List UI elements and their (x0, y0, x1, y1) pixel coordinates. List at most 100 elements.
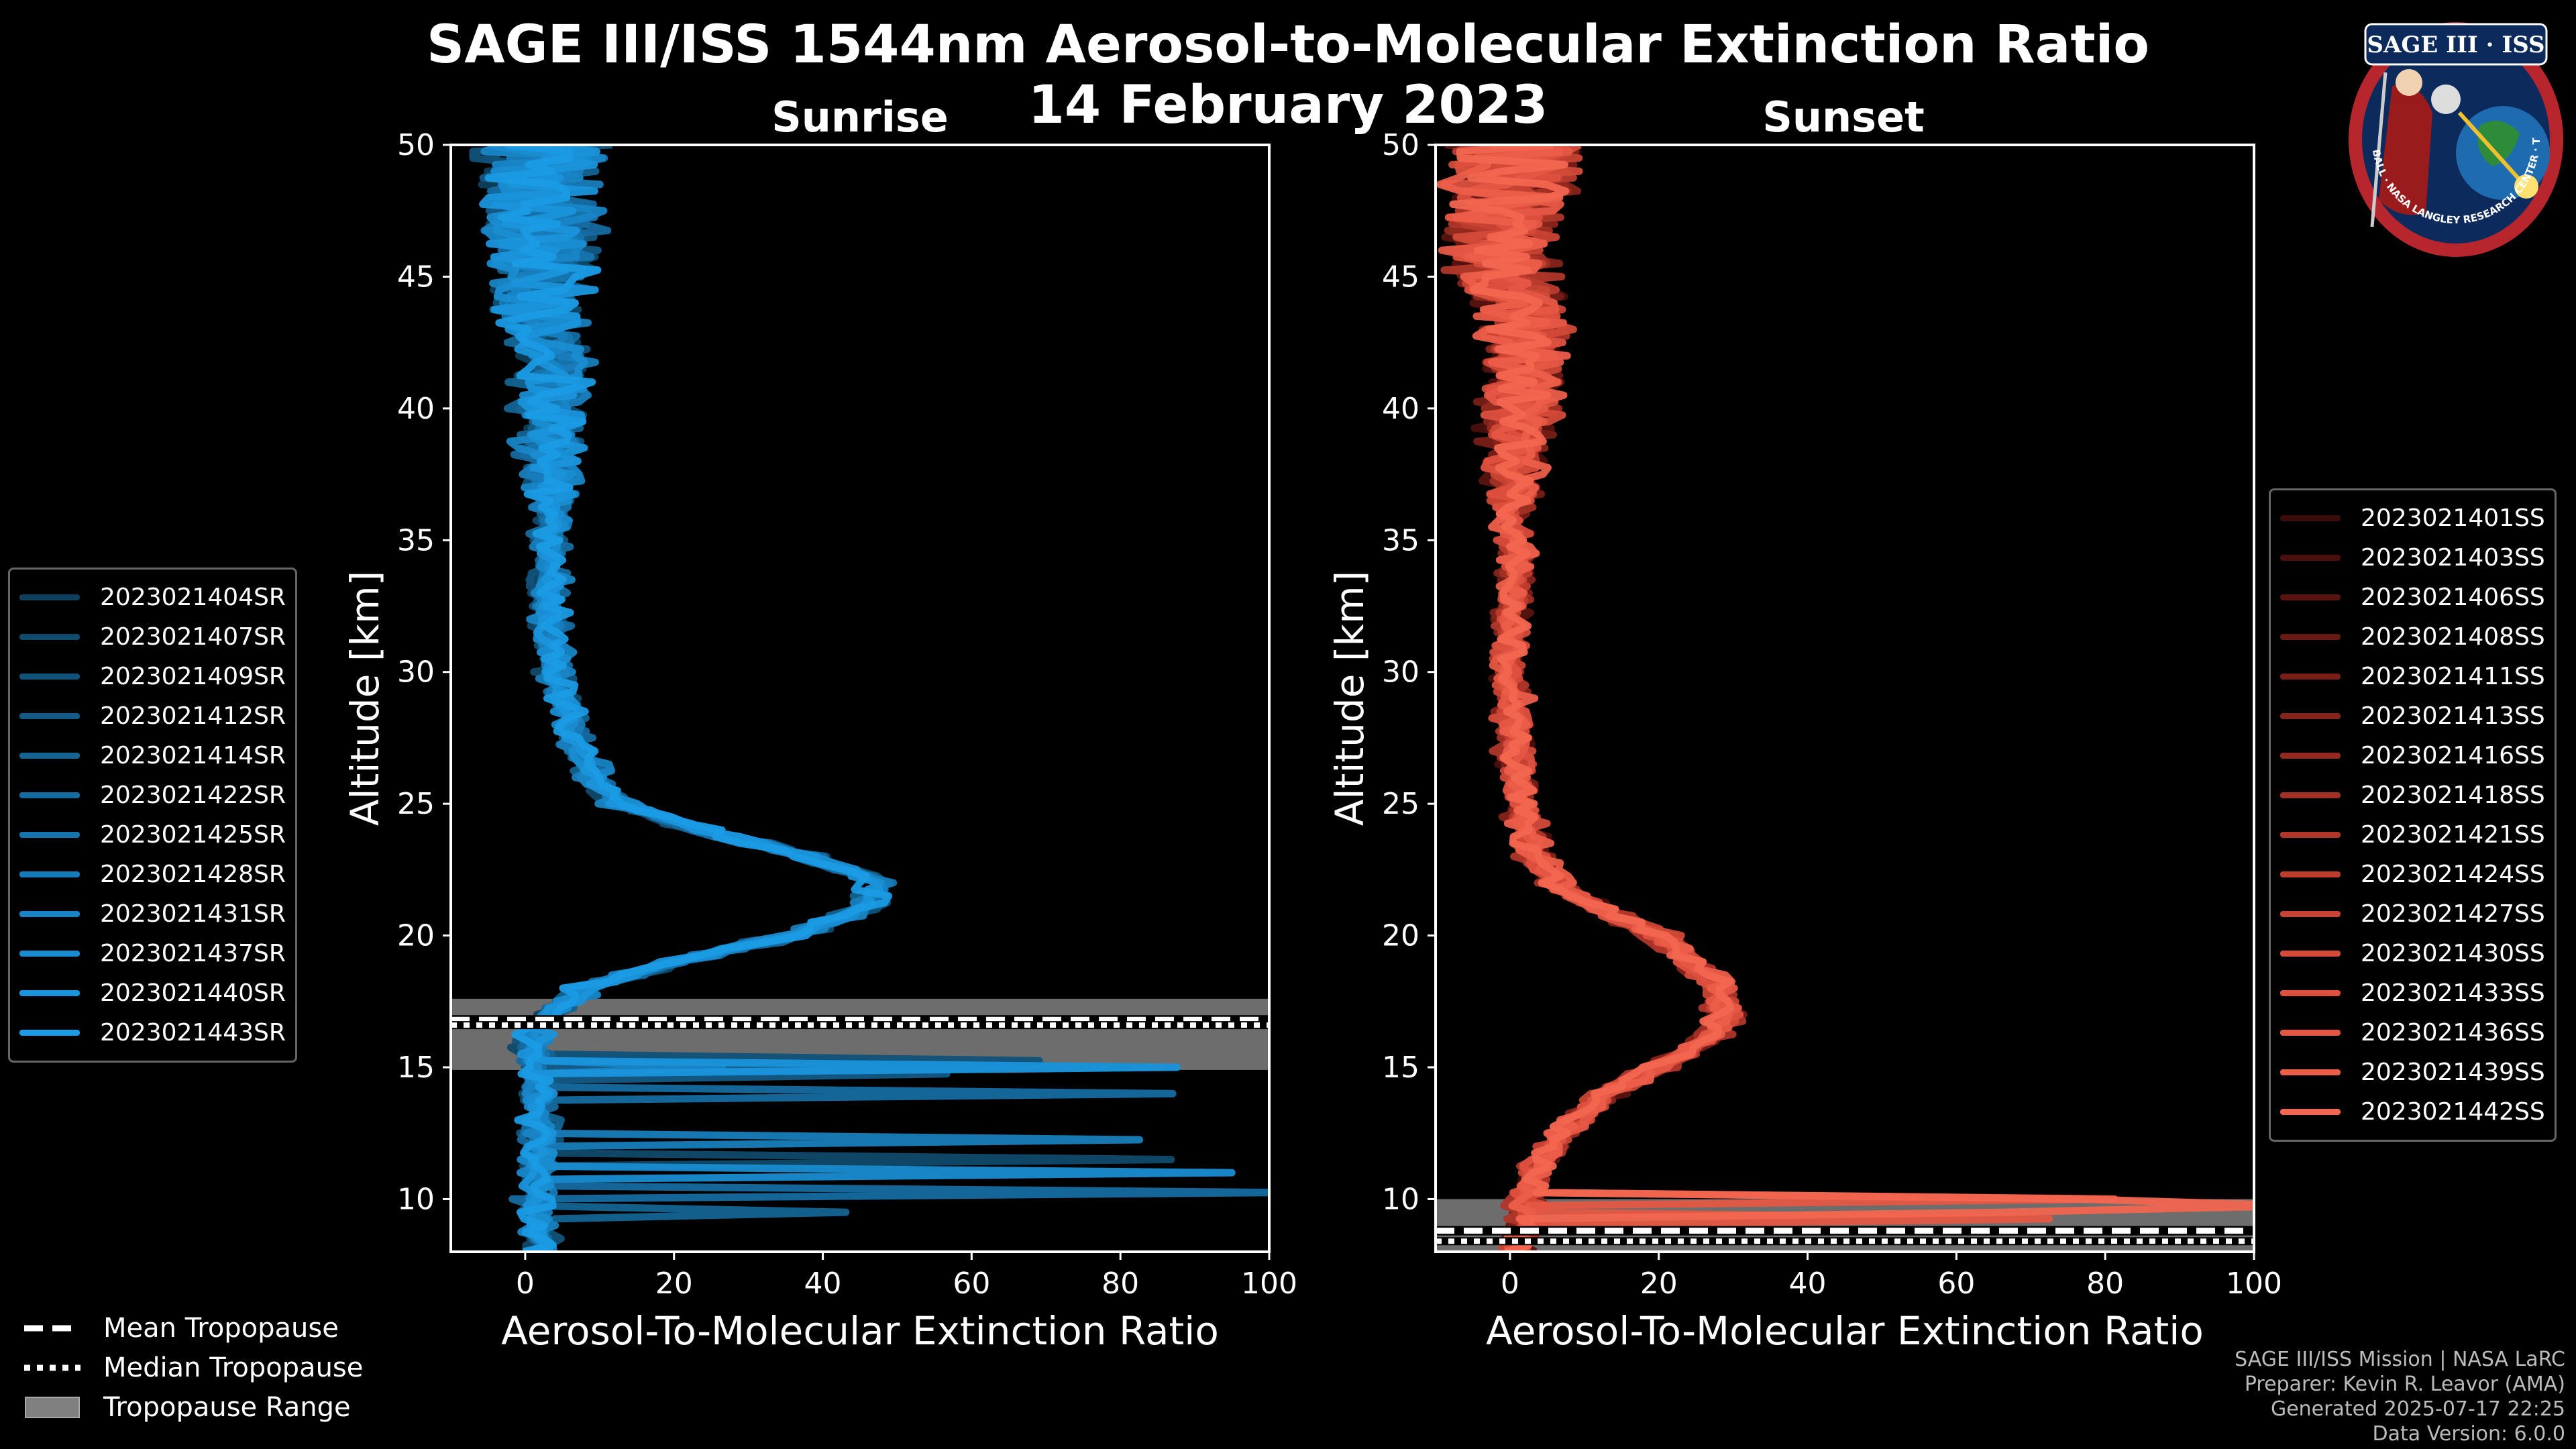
legend-item-2023021421SS: 2023021421SS (2280, 815, 2545, 855)
legend-item-2023021416SS: 2023021416SS (2280, 736, 2545, 775)
legend-item-2023021412SR: 2023021412SR (19, 696, 286, 736)
legend-swatch (2280, 871, 2341, 877)
legend-label: 2023021411SS (2361, 663, 2545, 690)
legend-swatch (2280, 990, 2341, 996)
legend-label: 2023021439SS (2361, 1059, 2545, 1086)
legend-item-2023021418SS: 2023021418SS (2280, 775, 2545, 815)
sunset-ytick-label: 15 (1382, 1051, 1419, 1085)
legend-item-2023021406SS: 2023021406SS (2280, 578, 2545, 617)
series-line-2023021439SS (1436, 145, 1735, 1252)
legend-item-2023021411SS: 2023021411SS (2280, 657, 2545, 696)
legend-label: 2023021425SR (100, 821, 286, 849)
legend-label: 2023021427SS (2361, 900, 2545, 928)
tropopause-legend: Mean Tropopause Median Tropopause Tropop… (24, 1308, 363, 1427)
sunrise-ytick-label: 25 (397, 787, 435, 821)
legend-label: 2023021440SR (100, 979, 286, 1007)
sunset-xtick-label: 60 (1937, 1267, 1975, 1301)
legend-label: 2023021442SS (2361, 1098, 2545, 1126)
legend-label: 2023021437SR (100, 940, 286, 967)
legend-swatch (2280, 792, 2341, 798)
legend-label: 2023021428SR (100, 861, 286, 888)
legend-swatch (19, 634, 80, 640)
legend-label: 2023021422SR (100, 782, 286, 809)
legend-swatch (19, 871, 80, 877)
series-line-2023021443SR (484, 145, 893, 1252)
sunset-xtick-label: 0 (1501, 1267, 1519, 1301)
legend-label: 2023021412SR (100, 702, 286, 730)
sunrise-xtick-label: 100 (1241, 1267, 1297, 1301)
legend-swatch (19, 951, 80, 957)
sunset-xtick-label: 20 (1640, 1267, 1678, 1301)
legend-label: 2023021406SS (2361, 584, 2545, 611)
legend-label: 2023021413SS (2361, 702, 2545, 730)
median-line-icon (24, 1364, 80, 1371)
legend-item-2023021431SR: 2023021431SR (19, 894, 286, 934)
legend-mean-tropopause: Mean Tropopause (24, 1308, 363, 1348)
legend-item-2023021404SR: 2023021404SR (19, 578, 286, 617)
legend-label: 2023021408SS (2361, 623, 2545, 651)
legend-item-2023021409SR: 2023021409SR (19, 657, 286, 696)
legend-item-2023021422SR: 2023021422SR (19, 775, 286, 815)
sunset-axes-frame (1434, 144, 2255, 1253)
sunset-xtick-label: 100 (2226, 1267, 2282, 1301)
series-line-2023021440SR (479, 145, 1181, 1252)
legend-swatch (19, 713, 80, 719)
range-box-icon (25, 1396, 80, 1418)
legend-label: 2023021414SR (100, 742, 286, 769)
legend-label: 2023021407SR (100, 623, 286, 651)
sunset-xtick-label: 40 (1789, 1267, 1827, 1301)
legend-item-2023021401SS: 2023021401SS (2280, 498, 2545, 538)
legend-item-2023021433SS: 2023021433SS (2280, 973, 2545, 1013)
legend-item-2023021436SS: 2023021436SS (2280, 1013, 2545, 1053)
sunset-ytick-label: 30 (1382, 655, 1419, 690)
credits: SAGE III/ISS Mission | NASA LaRC Prepare… (2235, 1347, 2565, 1446)
sunset-ytick-label: 20 (1382, 919, 1419, 953)
legend-swatch (2280, 951, 2341, 957)
sunrise-xtick-label: 0 (516, 1267, 535, 1301)
legend-item-2023021403SS: 2023021403SS (2280, 538, 2545, 578)
sunrise-xtick-label: 80 (1102, 1267, 1139, 1301)
legend-swatch (2280, 594, 2341, 600)
legend-swatch (19, 990, 80, 996)
credit-preparer: Preparer: Kevin R. Leavor (AMA) (2244, 1373, 2565, 1396)
sunrise-ytick-label: 30 (397, 655, 435, 690)
legend-label: 2023021401SS (2361, 504, 2545, 532)
sunrise-ytick-label: 45 (397, 260, 435, 294)
legend-swatch (19, 832, 80, 838)
sunrise-plot: 0 20 40 60 80 100 10 15 20 25 30 35 40 45 50 Aerosol-To… (342, 128, 1297, 1354)
sunrise-ytick-label: 40 (397, 392, 435, 426)
legend-label: 2023021431SR (100, 900, 286, 928)
legend-mean-label: Mean Tropopause (103, 1312, 339, 1344)
legend-swatch (2280, 753, 2341, 759)
legend-swatch (19, 1030, 80, 1036)
legend-item-2023021428SR: 2023021428SR (19, 855, 286, 894)
sunrise-ytick-label: 10 (397, 1182, 435, 1216)
legend-item-2023021440SR: 2023021440SR (19, 973, 286, 1013)
sunrise-series-group (469, 145, 1269, 1252)
sage-mission-logo: SAGE III · ISS BALL · NASA LANGLEY RESEA… (2345, 12, 2563, 257)
legend-swatch (2280, 832, 2341, 838)
legend-label: 2023021433SS (2361, 979, 2545, 1007)
series-line-2023021436SS (1438, 145, 2118, 1252)
credit-mission: SAGE III/ISS Mission | NASA LaRC (2235, 1348, 2565, 1371)
sunrise-xlabel: Aerosol-To-Molecular Extinction Ratio (501, 1308, 1219, 1354)
chart-date: 14 February 2023 (1028, 75, 1548, 136)
sunrise-axes-frame (449, 144, 1271, 1253)
credit-generated: Generated 2025-07-17 22:25 (2270, 1397, 2565, 1421)
legend-swatch (2280, 634, 2341, 640)
legend-swatch (2280, 1030, 2341, 1036)
sunrise-xtick-label: 20 (655, 1267, 693, 1301)
legend-swatch (2280, 911, 2341, 917)
sunrise-xtick-label: 40 (804, 1267, 842, 1301)
sunset-xlabel: Aerosol-To-Molecular Extinction Ratio (1486, 1308, 2204, 1354)
sunrise-ytick-label: 20 (397, 919, 435, 953)
legend-swatch (19, 753, 80, 759)
legend-tropopause-range: Tropopause Range (24, 1387, 363, 1427)
sunrise-ytick-label: 15 (397, 1051, 435, 1085)
legend-item-2023021414SR: 2023021414SR (19, 736, 286, 775)
sunrise-legend: 2023021404SR 2023021407SR 2023021409SR 2023… (8, 568, 297, 1063)
sunrise-ytick-label: 50 (397, 128, 435, 162)
legend-item-2023021430SS: 2023021430SS (2280, 934, 2545, 973)
legend-label: 2023021404SR (100, 584, 286, 611)
